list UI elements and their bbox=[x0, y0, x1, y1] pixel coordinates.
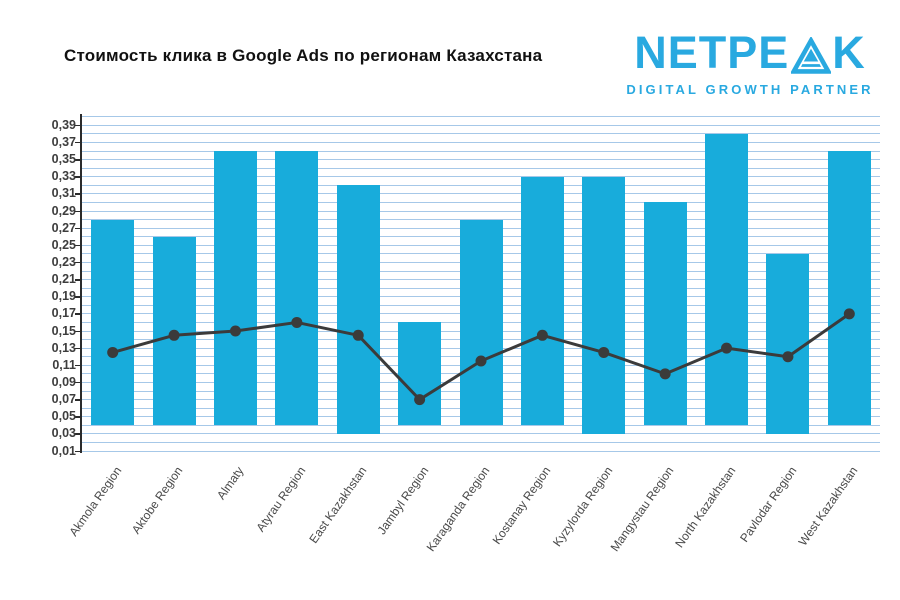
logo-tagline: DIGITAL GROWTH PARTNER bbox=[626, 82, 874, 97]
y-axis-label: 0,13 bbox=[51, 340, 76, 355]
y-axis-label: 0,09 bbox=[51, 374, 76, 389]
gridline bbox=[82, 450, 880, 452]
y-axis-tick bbox=[75, 450, 81, 452]
y-axis-tick bbox=[75, 210, 81, 213]
netpeak-logo: NETPE K DIGITAL GROWTH PARTNER bbox=[623, 30, 877, 97]
gridline bbox=[82, 133, 880, 135]
bar-mangystau-region bbox=[643, 202, 687, 426]
y-axis-label: 0,27 bbox=[51, 220, 76, 235]
bar-kyzylorda-region bbox=[582, 176, 626, 434]
brand-text-post: K bbox=[832, 27, 866, 78]
y-axis-label: 0,31 bbox=[51, 186, 76, 201]
gridline bbox=[82, 167, 880, 169]
y-axis-label: 0,05 bbox=[51, 409, 76, 424]
y-axis-tick bbox=[75, 313, 81, 315]
bar-west-kazakhstan bbox=[827, 151, 871, 426]
y-axis-tick bbox=[75, 279, 81, 281]
y-axis-tick bbox=[75, 261, 81, 264]
y-axis-tick bbox=[75, 416, 81, 418]
gridline bbox=[82, 124, 880, 126]
bar-north-kazakhstan bbox=[705, 133, 749, 426]
y-axis-tick bbox=[75, 227, 81, 230]
gridline bbox=[82, 201, 880, 203]
y-axis-tick bbox=[75, 399, 81, 401]
y-axis-tick bbox=[75, 347, 81, 350]
gridline bbox=[82, 141, 880, 143]
bar-atyrau-region bbox=[275, 151, 319, 426]
y-axis-label: 0,37 bbox=[51, 134, 76, 149]
y-axis-tick bbox=[75, 244, 81, 247]
bar-karaganda-region bbox=[459, 219, 503, 426]
y-axis-tick bbox=[75, 141, 81, 144]
brand-text-pre: NETPE bbox=[634, 27, 790, 78]
y-axis-label: 0,11 bbox=[52, 357, 76, 372]
y-axis-label: 0,29 bbox=[51, 203, 76, 218]
y-axis-label: 0,35 bbox=[51, 152, 76, 167]
y-axis-tick bbox=[75, 330, 81, 333]
y-axis-label: 0,23 bbox=[51, 254, 76, 269]
gridline bbox=[82, 210, 880, 212]
bar-aktobe-region bbox=[152, 236, 196, 426]
y-axis-label: 0,25 bbox=[51, 237, 76, 252]
y-axis-tick bbox=[75, 193, 81, 195]
y-axis-line bbox=[80, 114, 82, 453]
bar-east-kazakhstan bbox=[336, 185, 380, 434]
y-axis-label: 0,17 bbox=[51, 306, 76, 321]
y-axis-label: 0,21 bbox=[51, 272, 76, 287]
y-axis-label: 0,07 bbox=[51, 392, 76, 407]
gridline bbox=[82, 150, 880, 152]
y-axis-tick bbox=[75, 159, 81, 161]
y-axis-tick bbox=[75, 364, 81, 367]
y-axis-label: 0,03 bbox=[51, 426, 76, 441]
y-axis-tick bbox=[75, 124, 81, 127]
y-axis-label: 0,33 bbox=[51, 169, 76, 184]
gridline bbox=[82, 433, 880, 435]
chart-title: Стоимость клика в Google Ads по регионам… bbox=[64, 46, 543, 65]
gridline bbox=[82, 184, 880, 186]
netpeak-triangle-icon bbox=[791, 37, 832, 74]
bar-akmola-region bbox=[91, 219, 135, 426]
y-axis-tick bbox=[75, 381, 81, 384]
gridline bbox=[82, 176, 880, 178]
gridline bbox=[82, 441, 880, 443]
y-axis-tick bbox=[75, 176, 81, 178]
x-axis-label: West Kazakhstan bbox=[795, 464, 861, 549]
y-axis-tick bbox=[75, 296, 81, 298]
y-axis-tick bbox=[75, 433, 81, 435]
bar-kostanay-region bbox=[520, 176, 564, 426]
gridline bbox=[82, 424, 880, 426]
netpeak-brand: NETPE K bbox=[623, 30, 877, 75]
gridline bbox=[82, 116, 880, 118]
bar-almaty bbox=[213, 151, 257, 426]
bar-pavlodar-region bbox=[766, 253, 810, 434]
y-axis-label: 0,39 bbox=[51, 117, 76, 132]
y-axis-label: 0,01 bbox=[51, 443, 76, 458]
y-axis-label: 0,15 bbox=[51, 323, 76, 338]
gridline bbox=[82, 159, 880, 161]
y-axis-label: 0,19 bbox=[51, 289, 76, 304]
bar-jambyl-region bbox=[398, 322, 442, 426]
gridline bbox=[82, 193, 880, 195]
